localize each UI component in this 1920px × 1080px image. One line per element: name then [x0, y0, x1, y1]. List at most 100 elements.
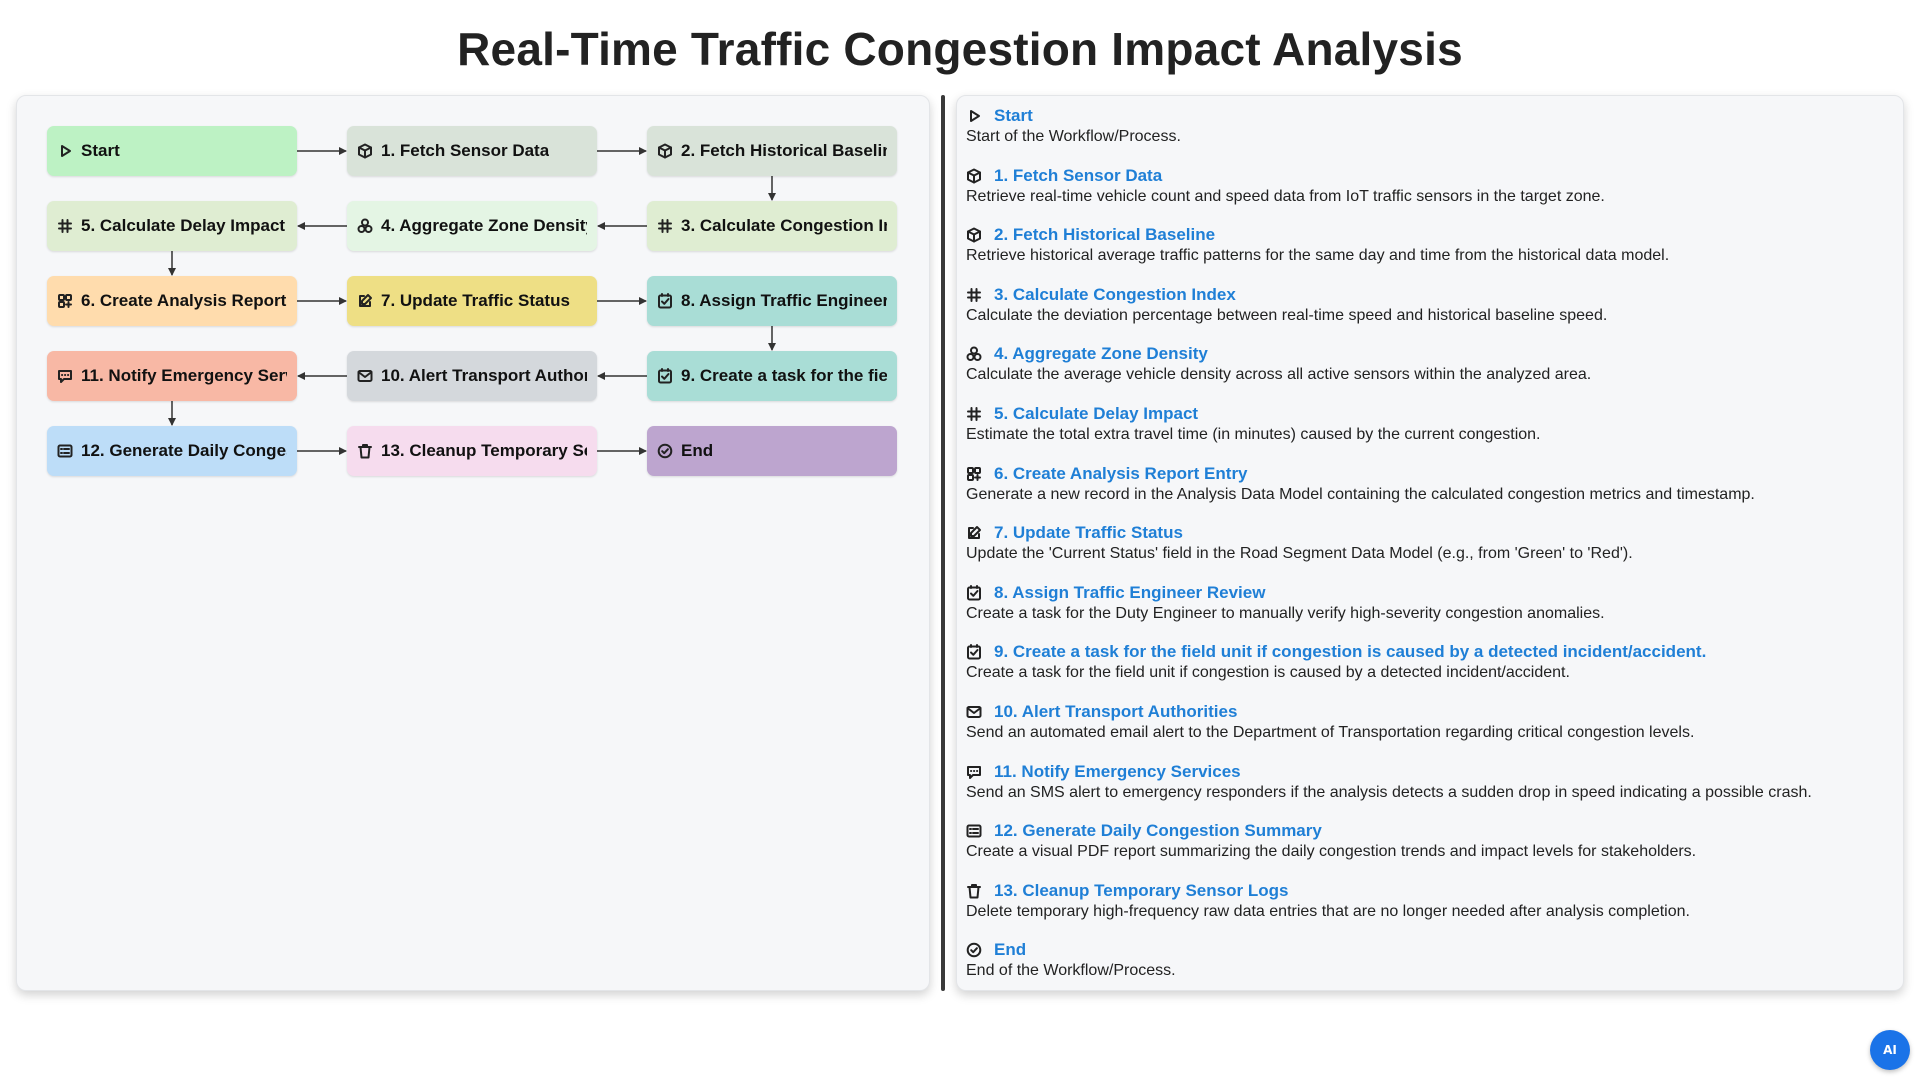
step-title-link[interactable]: 2. Fetch Historical Baseline	[994, 225, 1216, 245]
step-title-link[interactable]: 6. Create Analysis Report Entry	[994, 463, 1248, 483]
step-title-link[interactable]: 3. Calculate Congestion Index	[994, 284, 1236, 304]
step-description: Estimate the total extra travel time (in…	[966, 426, 1541, 443]
checkbox-icon	[657, 368, 673, 384]
trash-icon	[357, 443, 373, 459]
flow-node-4-aggregate-zone-density[interactable]: 4. Aggregate Zone Density	[347, 201, 597, 251]
flow-node-label: Start	[81, 141, 120, 160]
step-title-link[interactable]: 13. Cleanup Temporary Sensor Logs	[994, 880, 1289, 900]
step-title-link[interactable]: 5. Calculate Delay Impact	[994, 404, 1199, 423]
step-item-4-aggregate-zone-density: 4. Aggregate Zone Density Calculate the a…	[966, 344, 1886, 384]
step-item-12-generate-daily-congestion-summary: 12. Generate Daily Congestion Summary Cre…	[966, 821, 1886, 861]
flow-node-11-notify-emergency-services[interactable]: 11. Notify Emergency Services	[47, 351, 297, 401]
step-title-link[interactable]: 1. Fetch Sensor Data	[994, 165, 1163, 185]
step-description: Calculate the average vehicle density ac…	[966, 366, 1592, 384]
flow-node-label: 8. Assign Traffic Engineer Review	[681, 291, 887, 310]
step-title-link[interactable]: 4. Aggregate Zone Density	[994, 344, 1208, 364]
checkbox-icon	[966, 584, 982, 601]
flow-node-start[interactable]: Start	[47, 126, 297, 176]
step-title-link[interactable]: 12. Generate Daily Congestion Summary	[994, 821, 1322, 841]
step-title-link[interactable]: End	[994, 940, 1027, 960]
flow-node-5-calculate-delay-impact[interactable]: 5. Calculate Delay Impact	[47, 201, 297, 251]
flow-node-6-create-analysis-report-entry[interactable]: 6. Create Analysis Report Entry	[47, 276, 297, 326]
step-item-10-alert-transport-authorities: 10. Alert Transport Authorities Send an a…	[966, 702, 1886, 742]
ai-chip-icon: AI	[1883, 1043, 1897, 1057]
list-icon	[57, 443, 73, 459]
step-item-8-assign-traffic-engineer-review: 8. Assign Traffic Engineer Review Create …	[966, 583, 1886, 623]
cube-icon	[966, 227, 982, 243]
step-title-link[interactable]: 9. Create a task for the field unit if c…	[994, 642, 1707, 662]
step-item-2-fetch-historical-baseline: 2. Fetch Historical Baseline Retrieve his…	[966, 225, 1886, 265]
flow-node-12-generate-daily-congestion-summary[interactable]: 12. Generate Daily Congestion Summary	[47, 426, 297, 476]
play-icon	[966, 108, 982, 124]
flow-node-1-fetch-sensor-data[interactable]: 1. Fetch Sensor Data	[347, 126, 597, 176]
flow-node-label: 5. Calculate Delay Impact	[81, 216, 286, 235]
hash-icon	[966, 287, 982, 303]
step-item-11-notify-emergency-services: 11. Notify Emergency Services Send an SMS…	[966, 762, 1886, 802]
step-description: Send an SMS alert to emergency responder…	[966, 783, 1812, 801]
step-item-end: End End of the Workflow/Process.	[966, 940, 1886, 980]
step-title-link[interactable]: 11. Notify Emergency Services	[994, 761, 1241, 781]
step-title-link[interactable]: 10. Alert Transport Authorities	[994, 702, 1238, 721]
step-item-7-update-traffic-status: 7. Update Traffic Status Update the 'Curr…	[966, 523, 1886, 563]
step-item-3-calculate-congestion-index: 3. Calculate Congestion Index Calculate t…	[966, 285, 1886, 325]
step-description: Retrieve real-time vehicle count and spe…	[966, 187, 1605, 205]
flow-node-9-create-a-task-for-the-field-unit[interactable]: 9. Create a task for the field unit	[647, 351, 897, 401]
flow-node-label: 7. Update Traffic Status	[381, 291, 570, 310]
flow-node-label: 6. Create Analysis Report Entry	[81, 291, 287, 310]
step-item-13-cleanup-temporary-sensor-logs: 13. Cleanup Temporary Sensor Logs Delete …	[966, 881, 1886, 921]
flow-node-13-cleanup-temporary-sensor-logs[interactable]: 13. Cleanup Temporary Sensor Logs	[347, 426, 597, 476]
mail-icon	[966, 704, 982, 720]
step-title-link[interactable]: 8. Assign Traffic Engineer Review	[994, 582, 1266, 602]
ai-assistant-button[interactable]: AI	[1870, 1030, 1910, 1070]
flow-node-label: 12. Generate Daily Congestion Summary	[81, 441, 287, 460]
hash-icon	[657, 218, 673, 234]
trash-icon	[966, 883, 982, 899]
flow-node-label: 9. Create a task for the field unit	[681, 366, 887, 385]
step-description: End of the Workflow/Process.	[966, 962, 1176, 980]
cube-icon	[357, 143, 373, 159]
check-circle-icon	[657, 443, 673, 459]
flow-node-end[interactable]: End	[647, 426, 897, 476]
step-title-link[interactable]: Start	[994, 106, 1033, 125]
flow-node-label: 10. Alert Transport Authorities	[381, 366, 587, 385]
grid-plus-icon	[57, 293, 73, 309]
flow-node-8-assign-traffic-engineer-review[interactable]: 8. Assign Traffic Engineer Review	[647, 276, 897, 326]
step-title-link[interactable]: 7. Update Traffic Status	[994, 523, 1183, 543]
flow-node-label: 11. Notify Emergency Services	[81, 366, 287, 385]
flow-node-label: 4. Aggregate Zone Density	[381, 216, 587, 235]
edit-icon	[357, 293, 373, 309]
flow-node-label: 1. Fetch Sensor Data	[381, 141, 550, 160]
flow-node-label: 2. Fetch Historical Baseline	[681, 141, 887, 160]
panel-divider[interactable]	[941, 95, 945, 991]
play-icon	[57, 143, 73, 159]
cluster-icon	[357, 218, 373, 234]
edit-icon	[966, 525, 982, 541]
step-description: Delete temporary high-frequency raw data…	[966, 902, 1690, 920]
flow-node-10-alert-transport-authorities[interactable]: 10. Alert Transport Authorities	[347, 351, 597, 401]
sms-icon	[966, 764, 982, 780]
step-description: Calculate the deviation percentage betwe…	[966, 306, 1608, 324]
step-item-9-create-a-task-for-the-field-unit-if-co: 9. Create a task for the field unit if c…	[966, 642, 1886, 682]
flow-node-3-calculate-congestion-index[interactable]: 3. Calculate Congestion Index	[647, 201, 897, 251]
flow-node-7-update-traffic-status[interactable]: 7. Update Traffic Status	[347, 276, 597, 326]
step-description: Retrieve historical average traffic patt…	[966, 247, 1670, 265]
flow-node-2-fetch-historical-baseline[interactable]: 2. Fetch Historical Baseline	[647, 126, 897, 176]
step-description: Start of the Workflow/Process.	[966, 128, 1181, 145]
cube-icon	[966, 168, 982, 184]
step-description: Create a task for the Duty Engineer to m…	[966, 604, 1605, 622]
step-item-6-create-analysis-report-entry: 6. Create Analysis Report Entry Generate …	[966, 464, 1886, 504]
step-item-start: Start Start of the Workflow/Process.	[966, 106, 1886, 146]
checkbox-icon	[966, 644, 982, 660]
step-item-5-calculate-delay-impact: 5. Calculate Delay Impact Estimate the to…	[966, 404, 1886, 444]
flow-node-label: 13. Cleanup Temporary Sensor Logs	[381, 441, 587, 460]
step-description: Send an automated email alert to the Dep…	[966, 724, 1695, 741]
checkbox-icon	[657, 293, 673, 309]
list-icon	[966, 823, 982, 839]
step-description: Update the 'Current Status' field in the…	[966, 545, 1633, 563]
step-list-panel	[956, 95, 1904, 991]
cluster-icon	[966, 346, 982, 362]
flow-node-label: 3. Calculate Congestion Index	[681, 216, 887, 235]
hash-icon	[57, 218, 73, 234]
step-description: Generate a new record in the Analysis Da…	[966, 485, 1755, 503]
mail-icon	[357, 368, 373, 384]
